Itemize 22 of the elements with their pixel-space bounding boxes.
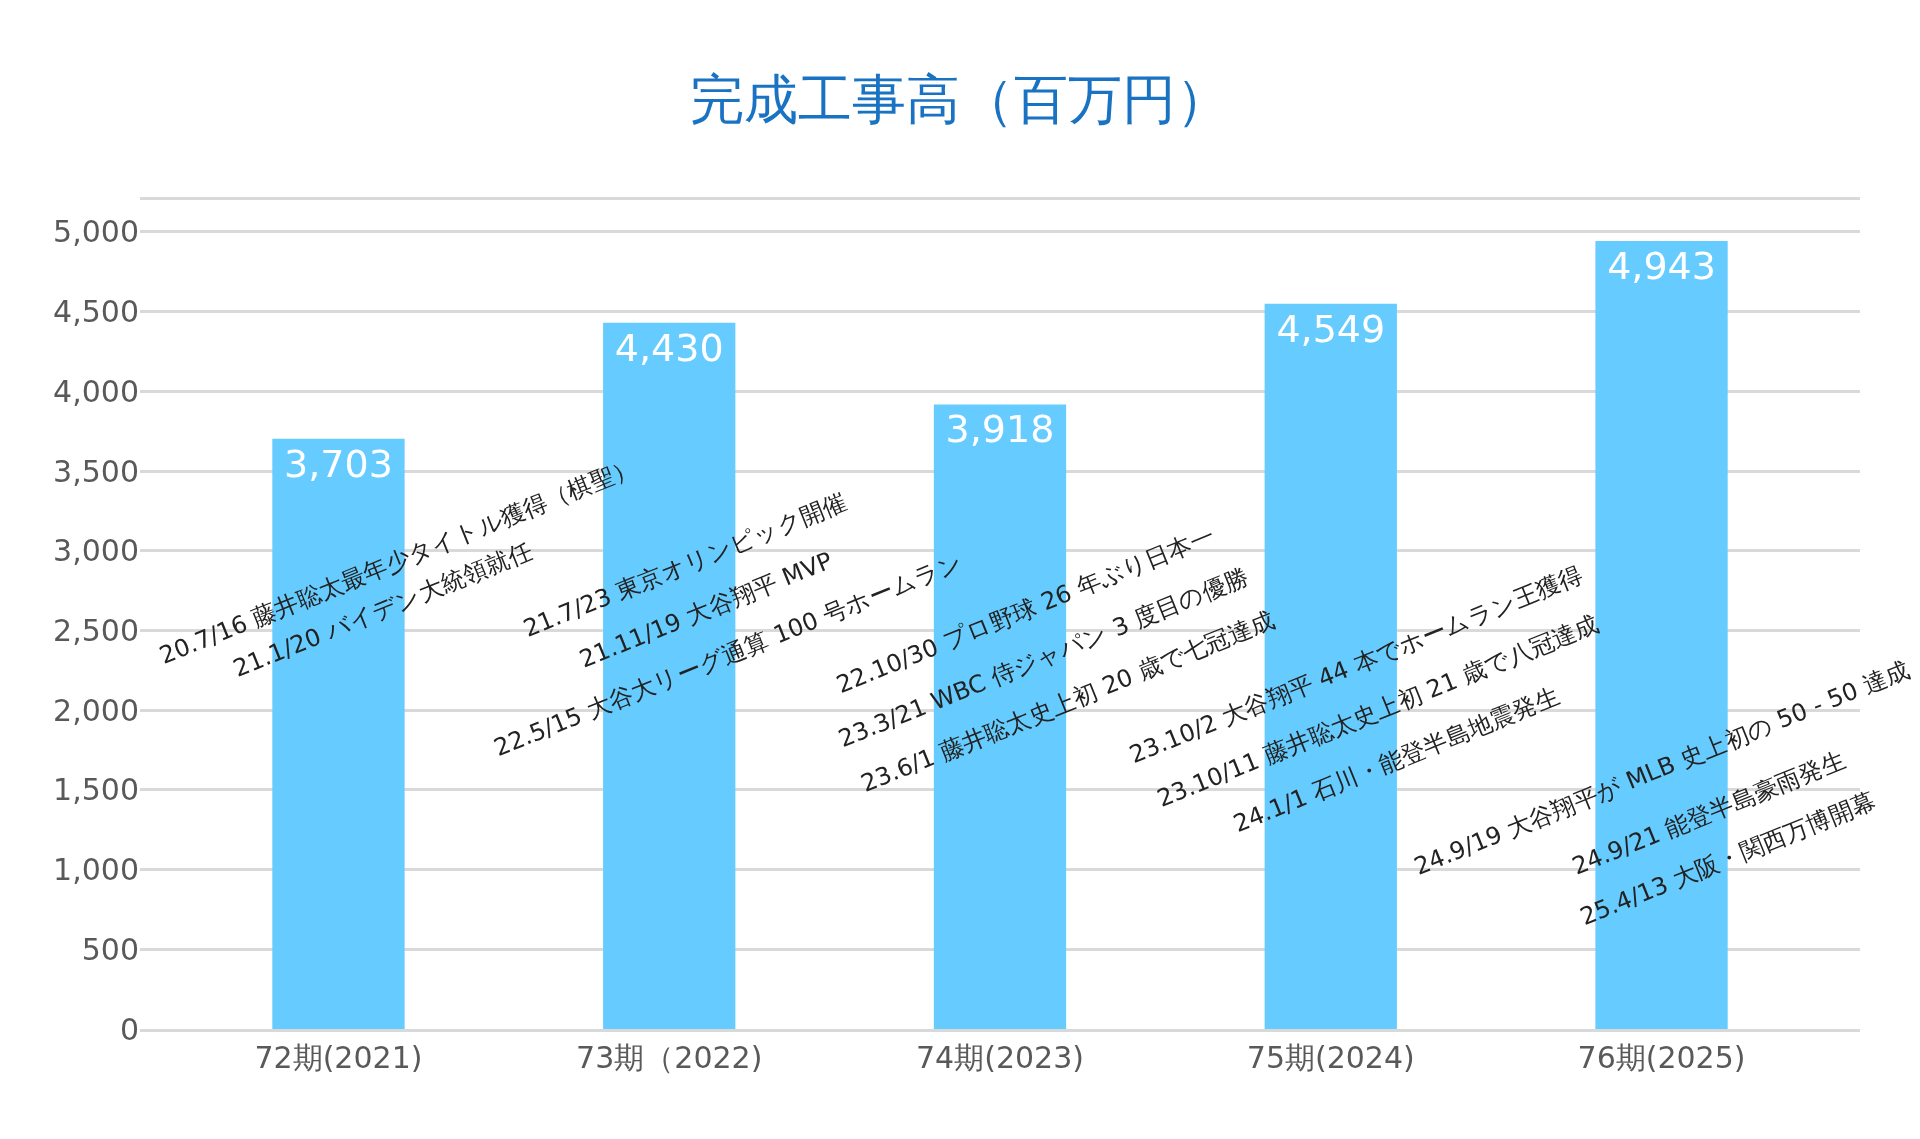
data-label: 3,703 — [284, 441, 393, 486]
x-tick-label: 73期（2022) — [576, 1040, 763, 1075]
y-tick-label: 1,500 — [53, 772, 139, 808]
x-tick-label: 76期(2025) — [1577, 1040, 1746, 1075]
data-label: 4,549 — [1276, 306, 1386, 351]
y-tick-label: 0 — [119, 1011, 139, 1047]
y-tick-label: 3,000 — [53, 533, 139, 569]
y-tick-label: 5,000 — [53, 214, 139, 250]
y-tick-label: 2,000 — [53, 692, 139, 728]
y-tick-label: 1,000 — [53, 852, 139, 888]
x-tick-label: 74期(2023) — [916, 1040, 1084, 1075]
x-tick-label: 72期(2021) — [254, 1040, 423, 1075]
y-tick-label: 3,500 — [53, 453, 139, 489]
y-tick-label: 500 — [81, 931, 139, 967]
y-tick-label: 4,000 — [53, 373, 139, 409]
y-tick-label: 4,500 — [53, 294, 139, 330]
x-tick-label: 75期(2024) — [1246, 1040, 1415, 1075]
data-label: 3,918 — [945, 407, 1055, 452]
data-label: 4,943 — [1607, 243, 1716, 288]
chart-title: 完成工事高（百万円） — [690, 67, 1230, 131]
y-tick-label: 2,500 — [53, 612, 139, 648]
data-label: 4,430 — [614, 325, 724, 370]
